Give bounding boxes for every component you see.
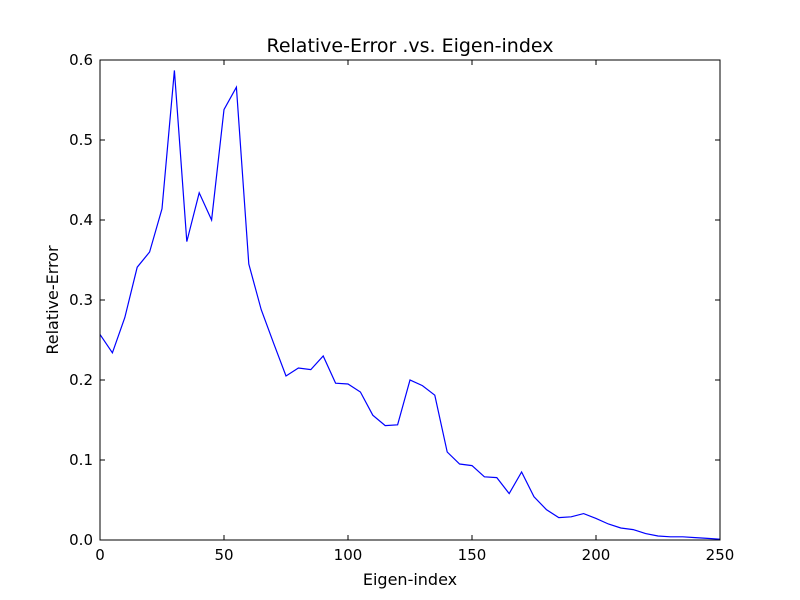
y-tick-label: 0.0 (69, 531, 93, 549)
x-axis: 0 50 100 150 200 250 (95, 60, 734, 564)
x-tick-label: 250 (706, 546, 735, 564)
y-tick-label: 0.1 (69, 451, 93, 469)
y-axis: 0.0 0.1 0.2 0.3 0.4 0.5 0.6 (69, 51, 720, 549)
x-axis-label: Eigen-index (363, 570, 457, 589)
x-tick-label: 0 (95, 546, 105, 564)
series-line-0 (99, 70, 721, 540)
series-layer (99, 70, 721, 540)
y-tick-label: 0.3 (69, 291, 93, 309)
x-tick-label: 200 (582, 546, 611, 564)
y-tick-label: 0.2 (69, 371, 93, 389)
y-tick-label: 0.5 (69, 131, 93, 149)
plot-frame (99, 59, 721, 541)
chart-title: Relative-Error .vs. Eigen-index (266, 35, 553, 57)
x-tick-label: 150 (458, 546, 487, 564)
y-tick-label: 0.6 (69, 51, 93, 69)
x-tick-label: 100 (334, 546, 363, 564)
y-axis-label: Relative-Error (43, 245, 62, 355)
x-tick-label: 50 (214, 546, 233, 564)
y-tick-label: 0.4 (69, 211, 93, 229)
plot-border (99, 59, 721, 541)
